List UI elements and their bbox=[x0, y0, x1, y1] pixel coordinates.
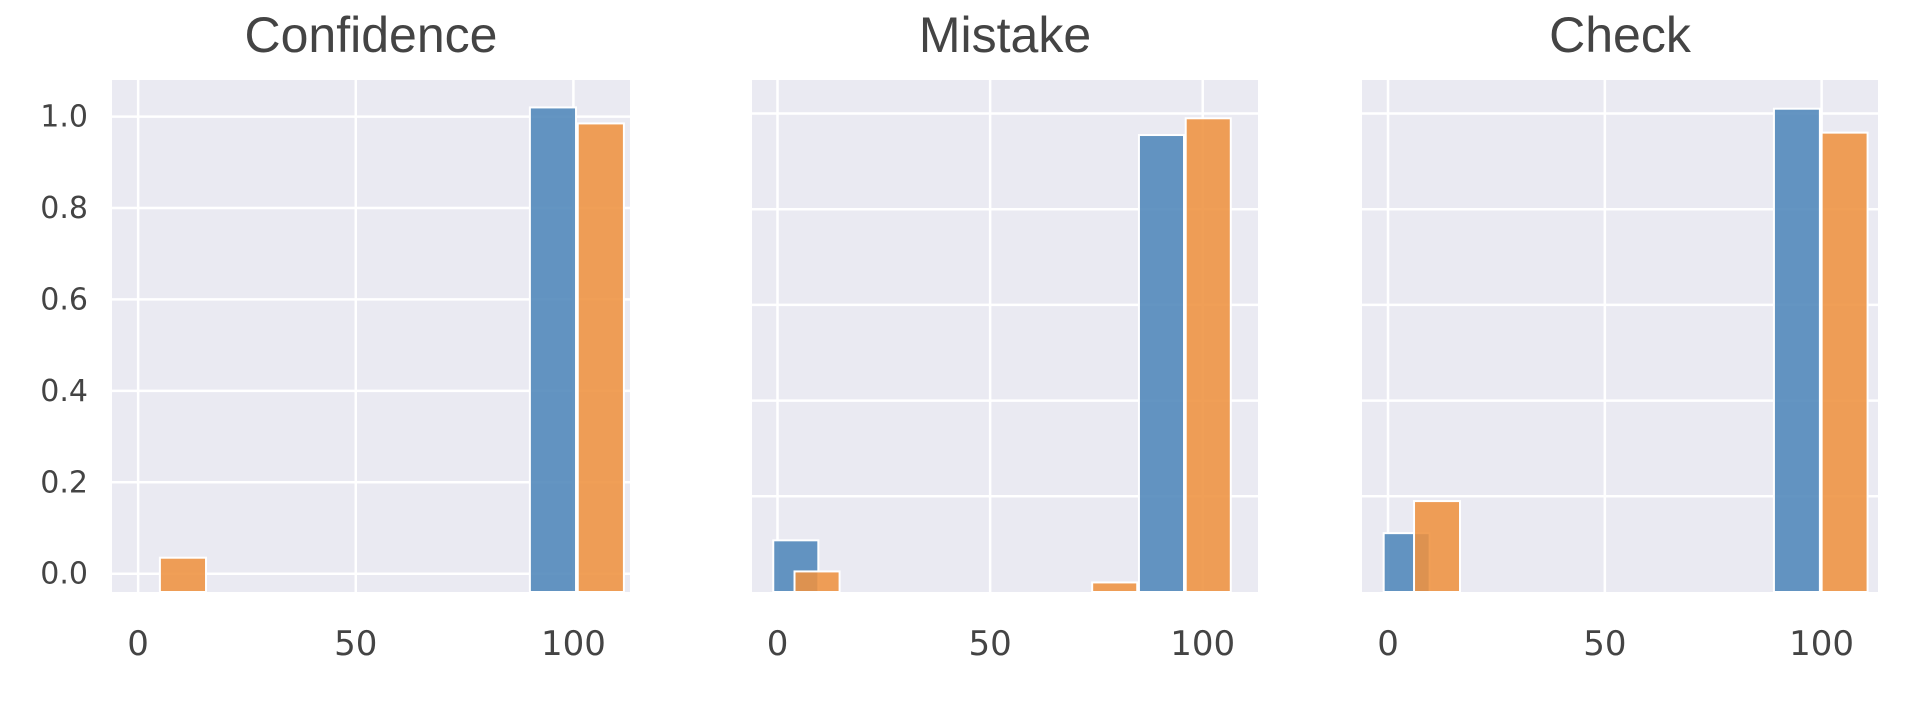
y-tick-label: 0.0 bbox=[40, 557, 88, 592]
panel-title: Check bbox=[1549, 7, 1692, 63]
panel-2: 0 50 100 Check bbox=[1362, 7, 1878, 664]
panel-0: 0.0 0.2 0.4 0.6 0.8 1.0 0 50 100 Confidence bbox=[40, 7, 630, 664]
bar-orange bbox=[1184, 117, 1232, 594]
bar-orange bbox=[158, 556, 208, 594]
panel-title: Mistake bbox=[919, 7, 1091, 63]
x-tick-label: 0 bbox=[767, 624, 789, 664]
bar-blue bbox=[528, 106, 578, 594]
bar-blue bbox=[1137, 134, 1186, 593]
x-tick-label: 50 bbox=[968, 624, 1011, 664]
panel-1: 0 50 100 Mistake bbox=[752, 7, 1258, 664]
y-tick-label: 1.0 bbox=[40, 100, 88, 135]
x-tick-label: 100 bbox=[1789, 624, 1854, 664]
y-tick-label: 0.4 bbox=[40, 374, 88, 409]
bar-orange bbox=[1091, 581, 1139, 594]
y-tick-label: 0.6 bbox=[40, 282, 88, 317]
bar-orange bbox=[1820, 131, 1869, 593]
bar-orange bbox=[1413, 500, 1461, 593]
x-tick-label: 100 bbox=[1170, 624, 1235, 664]
bar-orange bbox=[576, 122, 625, 594]
x-tick-label: 50 bbox=[1583, 624, 1626, 664]
x-tick-label: 0 bbox=[1377, 624, 1399, 664]
x-tick-label: 100 bbox=[541, 624, 606, 664]
x-tick-label: 0 bbox=[127, 624, 149, 664]
bar-blue bbox=[1772, 107, 1821, 594]
y-tick-label: 0.8 bbox=[40, 191, 88, 226]
panel-title: Confidence bbox=[245, 7, 498, 63]
bar-orange bbox=[793, 570, 841, 594]
x-tick-label: 50 bbox=[334, 624, 377, 664]
y-tick-label: 0.2 bbox=[40, 465, 88, 500]
